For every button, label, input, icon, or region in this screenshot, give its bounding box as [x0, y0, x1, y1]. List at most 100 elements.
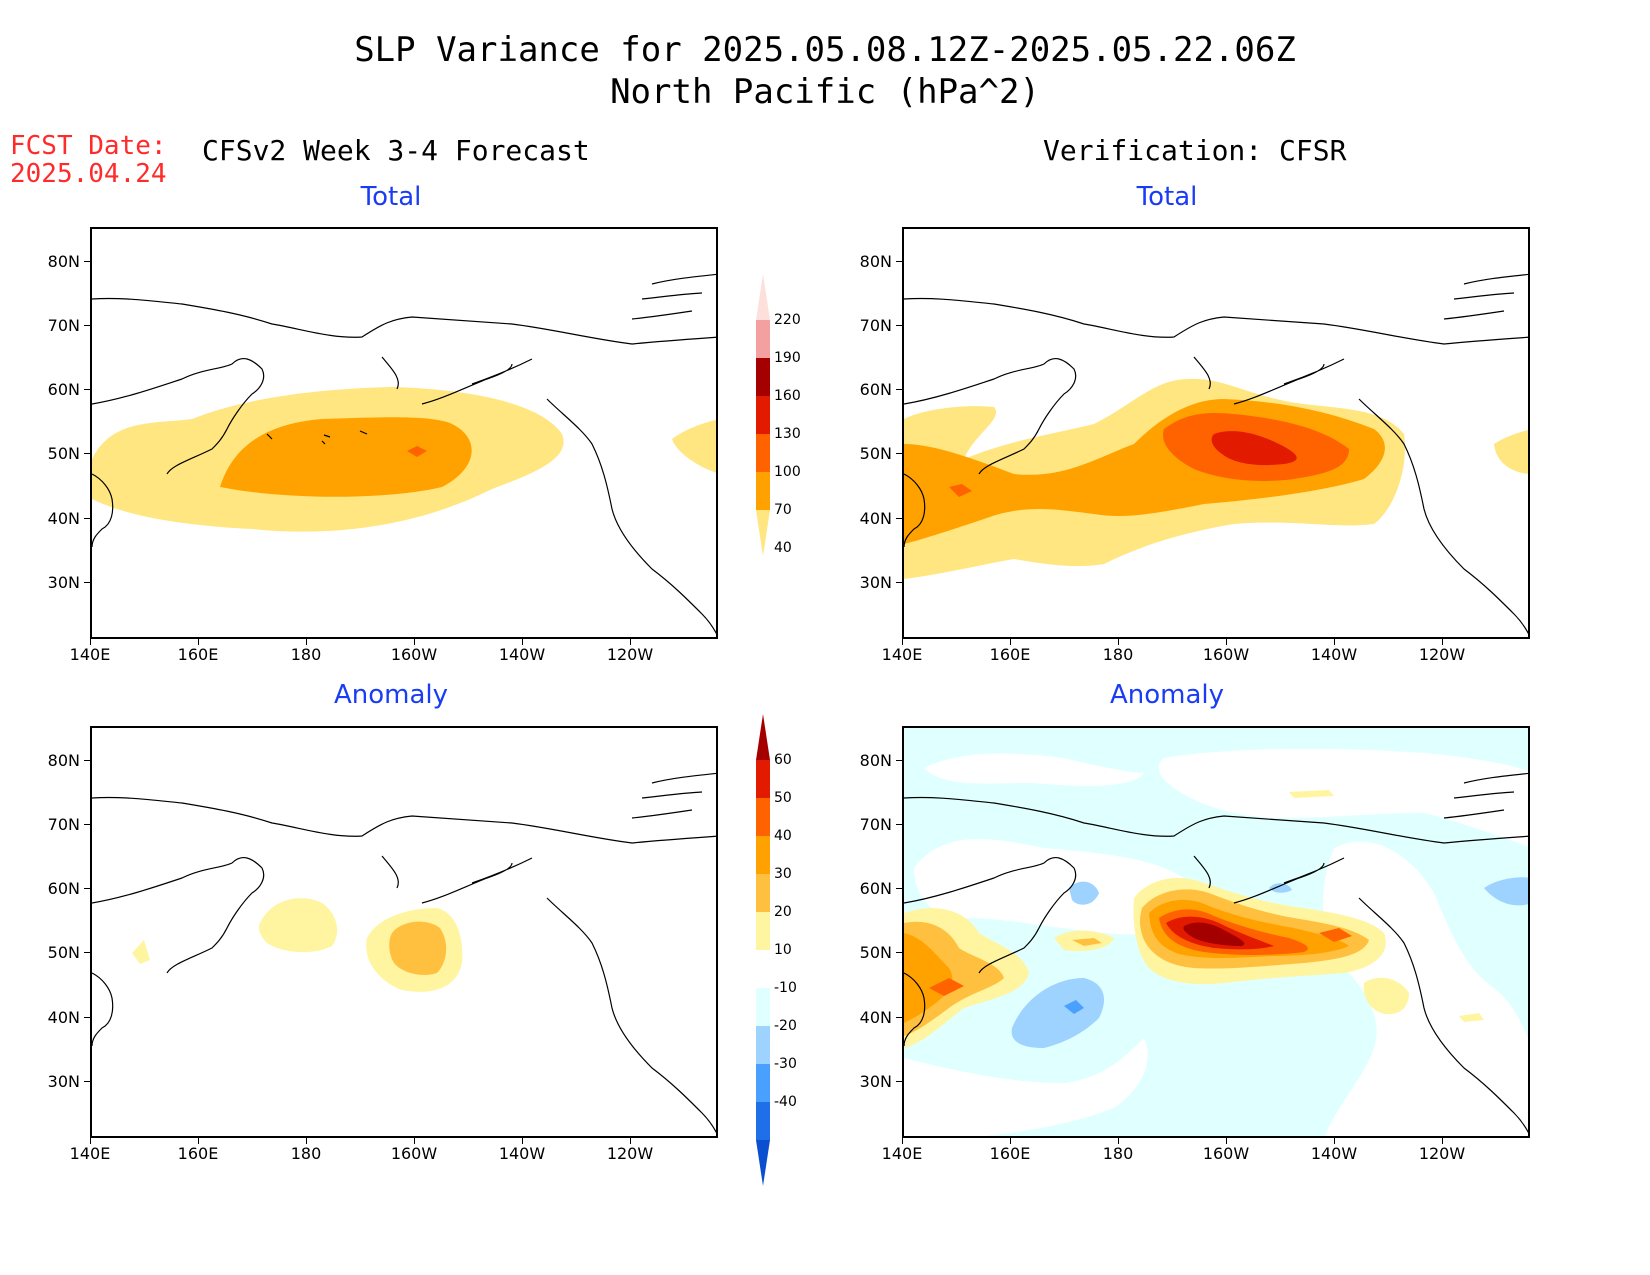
total-colorbar-swatch-4 [756, 434, 770, 472]
contour-neg10-neg20-south [1154, 1016, 1276, 1070]
anomaly-colorbar-swatch-2 [756, 798, 770, 836]
anomaly-colorbar-swatch-7 [756, 988, 770, 1026]
lon-label-tr-2: 180 [1102, 645, 1134, 664]
contour-neg20-neg30-bering [1269, 883, 1292, 893]
lon-tick-br-2 [1118, 1138, 1119, 1144]
coastline [92, 772, 716, 1134]
total-colorbar-swatch-0 [756, 274, 770, 320]
lat-tick-br-0 [896, 760, 902, 761]
lon-tick-bl-3 [414, 1138, 415, 1144]
contour-70-100 [220, 417, 472, 497]
anomaly-colorbar-level-9: -40 [774, 1094, 797, 1110]
anomaly-colorbar-level-0: 60 [774, 752, 792, 768]
lat-tick-tl-5 [84, 582, 90, 583]
lat-tick-tr-3 [896, 453, 902, 454]
lat-tick-tl-4 [84, 518, 90, 519]
contour-10-20-west [258, 898, 338, 953]
lon-tick-br-1 [1010, 1138, 1011, 1144]
total-colorbar-swatch-1 [756, 320, 770, 358]
lat-label-br-2: 60N [859, 879, 892, 898]
anomaly-colorbar-level-1: 50 [774, 790, 792, 806]
verification-column-title: Verification: CFSR [1043, 134, 1347, 167]
verification-anomaly-map [902, 726, 1530, 1138]
anomaly-colorbar-swatch-0 [756, 714, 770, 760]
panel-title-top-left: Total [360, 182, 422, 212]
lon-label-br-4: 140W [1310, 1144, 1358, 1163]
total-colorbar-level-0: 220 [774, 312, 801, 328]
anomaly-colorbar-swatch-3 [756, 836, 770, 874]
lat-label-br-3: 50N [859, 943, 892, 962]
lon-label-tl-5: 120W [606, 645, 654, 664]
lat-label-br-0: 80N [859, 751, 892, 770]
anomaly-colorbar-swatch-9 [756, 1064, 770, 1102]
contour-100-130 [407, 446, 427, 457]
contour-10-20-small [132, 940, 150, 964]
verification-total-map [902, 227, 1530, 639]
lon-tick-bl-1 [198, 1138, 199, 1144]
lon-tick-tr-5 [1442, 639, 1443, 645]
lon-tick-br-3 [1226, 1138, 1227, 1144]
anomaly-colorbar-swatch-6 [756, 950, 770, 988]
lon-tick-tr-0 [902, 639, 903, 645]
lat-tick-bl-3 [84, 952, 90, 953]
total-colorbar: 220 190 160 130 100 70 40 [752, 272, 822, 558]
panel-title-bottom-right: Anomaly [1109, 680, 1225, 710]
contour-neutral-south [904, 1038, 1148, 1136]
lat-tick-tr-5 [896, 582, 902, 583]
contour-20-30-mid [1072, 938, 1102, 946]
lon-label-bl-1: 160E [177, 1144, 219, 1163]
lat-label-bl-2: 60N [47, 879, 80, 898]
lat-label-tr-1: 70N [859, 316, 892, 335]
lon-label-bl-0: 140E [69, 1144, 111, 1163]
lat-tick-br-5 [896, 1081, 902, 1082]
lon-label-bl-3: 160W [390, 1144, 438, 1163]
contour-40-50-japan [929, 978, 964, 996]
total-colorbar-level-6: 40 [774, 540, 792, 556]
forecast-anomaly-map [90, 726, 718, 1138]
chart-title: SLP Variance for 2025.05.08.12Z-2025.05.… [354, 30, 1296, 70]
lat-label-bl-3: 50N [47, 943, 80, 962]
contour-130-160 [1211, 431, 1297, 466]
lat-label-tr-3: 50N [859, 444, 892, 463]
lon-tick-tl-4 [522, 639, 523, 645]
contour-30-40-japan [904, 933, 953, 1023]
contour-100-130-west [949, 484, 972, 497]
lon-label-bl-2: 180 [290, 1144, 322, 1163]
lon-tick-tr-2 [1118, 639, 1119, 645]
forecast-total-map [90, 227, 718, 639]
lon-label-tr-5: 120W [1418, 645, 1466, 664]
lon-label-tl-0: 140E [69, 645, 111, 664]
lon-tick-tr-1 [1010, 639, 1011, 645]
coastline [904, 772, 1528, 1134]
anomaly-colorbar-swatch-4 [756, 874, 770, 912]
lon-tick-br-0 [902, 1138, 903, 1144]
total-colorbar-level-2: 160 [774, 388, 801, 404]
contour-40-70-east [672, 419, 716, 473]
total-colorbar-level-5: 70 [774, 502, 792, 518]
anomaly-colorbar-level-5: 10 [774, 942, 792, 958]
contour-neutral-east [1323, 841, 1528, 1136]
contour-40-50-east [1319, 928, 1352, 942]
lon-tick-tl-1 [198, 639, 199, 645]
anomaly-colorbar-level-3: 30 [774, 866, 792, 882]
lat-label-tl-0: 80N [47, 252, 80, 271]
lat-label-tl-3: 50N [47, 444, 80, 463]
anomaly-colorbar-swatch-5 [756, 912, 770, 950]
anomaly-colorbar: 60 50 40 30 20 10 -10 -20 -30 -40 [752, 712, 822, 1188]
total-colorbar-swatch-6 [756, 510, 770, 556]
lat-tick-tl-2 [84, 389, 90, 390]
lat-label-tl-2: 60N [47, 380, 80, 399]
lon-tick-bl-0 [90, 1138, 91, 1144]
lat-label-br-5: 30N [859, 1072, 892, 1091]
lat-label-tr-5: 30N [859, 573, 892, 592]
lon-label-bl-4: 140W [498, 1144, 546, 1163]
lon-tick-bl-5 [630, 1138, 631, 1144]
contour-20-30 [389, 921, 447, 975]
panel-title-bottom-left: Anomaly [333, 680, 449, 710]
lon-label-tl-1: 160E [177, 645, 219, 664]
forecast-column-title: CFSv2 Week 3-4 Forecast [202, 134, 590, 167]
lat-tick-tr-1 [896, 325, 902, 326]
chart-subtitle: North Pacific (hPa^2) [610, 72, 1040, 112]
anomaly-colorbar-swatch-11 [756, 1140, 770, 1186]
contour-neutral-arctic-east [1158, 748, 1528, 847]
